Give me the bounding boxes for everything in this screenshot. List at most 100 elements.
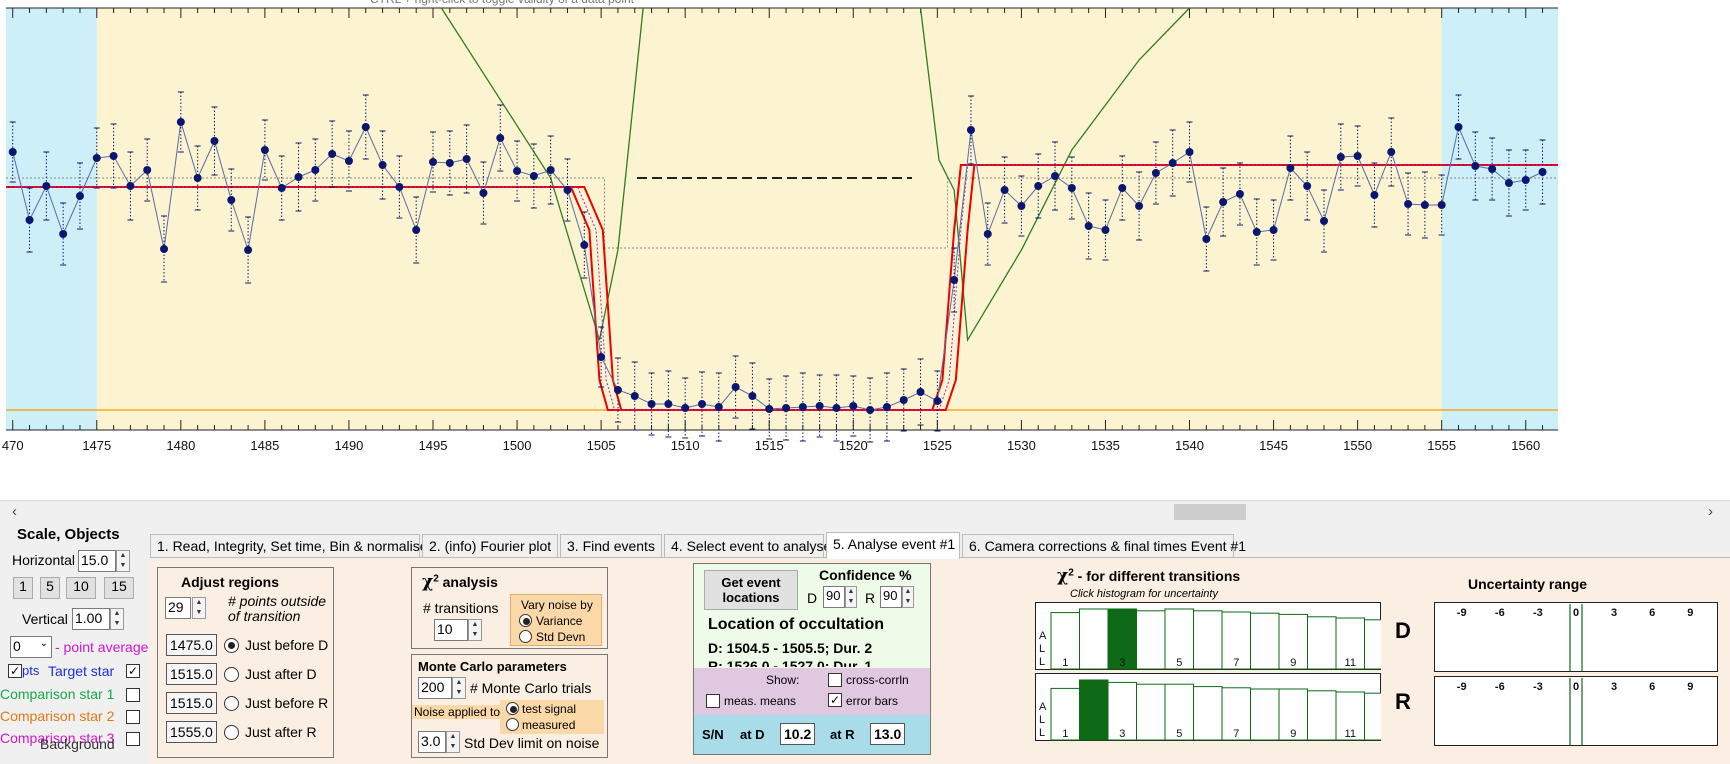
scroll-thumb[interactable] xyxy=(1174,504,1246,520)
tab-read-integrity[interactable]: 1. Read, Integrity, Set time, Bin & norm… xyxy=(150,534,428,558)
histogram-r[interactable]: ALL 1 3 5 7 9 11 xyxy=(1035,673,1381,741)
pts-checkbox[interactable]: ✓ xyxy=(8,664,22,678)
data-point xyxy=(260,146,269,154)
scroll-left-arrow-icon[interactable]: ‹ xyxy=(12,503,17,520)
horizontal-scale-input[interactable]: 15.0 xyxy=(78,550,116,572)
adjust-regions-title: Adjust regions xyxy=(181,574,280,590)
data-point xyxy=(1219,198,1228,206)
histogram-r-x-label: 5 xyxy=(1176,728,1182,740)
error-bars-checkbox[interactable]: ✓ xyxy=(828,693,842,707)
confidence-d-spinner[interactable]: ▲ ▼ xyxy=(845,586,857,608)
tab-find-events[interactable]: 3. Find events xyxy=(560,534,662,558)
uncertainty-title: Uncertainty range xyxy=(1468,576,1588,592)
target-star-checkbox[interactable]: ✓ xyxy=(126,664,140,678)
std-devn-label: Std Devn xyxy=(536,630,586,644)
tab-select-event[interactable]: 4. Select event to analyse xyxy=(664,534,831,558)
tab-strip: 1. Read, Integrity, Set time, Bin & norm… xyxy=(150,532,1730,559)
x-tick-label: 1545 xyxy=(1259,438,1288,453)
uncertainty-r-tick-label: 0 xyxy=(1573,681,1579,693)
data-point xyxy=(697,400,706,408)
vertical-spinner[interactable]: ▲ ▼ xyxy=(110,608,124,630)
data-point xyxy=(731,383,740,391)
data-point xyxy=(42,182,51,190)
just-after-d-radio[interactable] xyxy=(224,667,239,682)
show-label: Show: xyxy=(766,673,800,687)
horizontal-spinner[interactable]: ▲ ▼ xyxy=(116,550,130,572)
tab-fourier-plot[interactable]: 2. (info) Fourier plot xyxy=(422,534,558,558)
light-curve-plot[interactable]: CTRL + right-click to toggle validity of… xyxy=(0,0,1730,500)
test-signal-radio[interactable] xyxy=(506,702,519,715)
histogram-title-text: - for different transitions xyxy=(1073,568,1241,584)
uncertainty-r-frame xyxy=(1434,676,1718,746)
scale-objects-panel: Scale, Objects Horizontal 15.0 ▲ ▼ 1 5 10… xyxy=(0,522,148,764)
confidence-d-label: D xyxy=(807,590,818,606)
stddev-limit-spinner[interactable]: ▲ ▼ xyxy=(446,731,460,753)
monte-carlo-trials-spinner[interactable]: ▲ ▼ xyxy=(452,677,466,699)
scroll-right-arrow-icon[interactable]: › xyxy=(1708,503,1713,520)
data-point xyxy=(882,403,891,411)
data-point xyxy=(1084,222,1093,230)
chi2-analysis-group: χ2 analysis # transitions 10 ▲ ▼ Vary noi… xyxy=(411,567,608,649)
points-outside-spinner[interactable]: ▲ ▼ xyxy=(192,597,206,619)
histogram-d-x-label: 5 xyxy=(1176,657,1182,669)
data-point xyxy=(1202,235,1211,243)
histogram-d-bar xyxy=(1221,611,1251,670)
comparison-star-1-checkbox[interactable] xyxy=(126,688,140,702)
points-outside-input[interactable]: 29 xyxy=(165,597,191,619)
confidence-d-input[interactable]: 90 xyxy=(823,586,845,608)
light-curve-svg[interactable]: CTRL + right-click to toggle validity of… xyxy=(0,0,1730,500)
confidence-r-spinner[interactable]: ▲ ▼ xyxy=(902,586,914,608)
horizontal-scrollbar[interactable]: ‹ › xyxy=(0,500,1730,522)
point-average-select[interactable]: 0 ⌄ xyxy=(10,636,52,658)
get-event-locations-button[interactable]: Get event locations xyxy=(704,570,798,610)
variance-label: Variance xyxy=(536,614,583,628)
stddev-limit-input[interactable]: 3.0 xyxy=(418,731,446,753)
comparison-star-3-checkbox[interactable] xyxy=(126,732,140,746)
measured-radio[interactable] xyxy=(506,718,519,731)
confidence-r-input[interactable]: 90 xyxy=(880,586,902,608)
data-point xyxy=(1101,226,1110,234)
std-devn-radio[interactable] xyxy=(519,630,532,643)
data-point xyxy=(344,157,353,165)
comparison-star-2-checkbox[interactable] xyxy=(126,710,140,724)
data-point xyxy=(412,226,421,234)
zoom-10-button[interactable]: 10 xyxy=(66,577,96,599)
data-point xyxy=(143,166,152,174)
tab-analyse-event[interactable]: 5. Analyse event #1 xyxy=(826,532,960,559)
target-star-label: Target star xyxy=(48,663,115,679)
data-point xyxy=(866,406,875,414)
just-after-r-radio[interactable] xyxy=(224,725,239,740)
stddev-limit-label: Std Dev limit on noise xyxy=(464,735,600,751)
cross-corrln-checkbox[interactable] xyxy=(828,673,842,687)
x-tick-label: 1525 xyxy=(923,438,952,453)
histogram-d-x-label: 9 xyxy=(1290,657,1296,669)
histogram-d-bar xyxy=(1079,608,1109,670)
x-tick-label: 1530 xyxy=(1007,438,1036,453)
zoom-1-button[interactable]: 1 xyxy=(13,577,33,599)
just-before-r-radio[interactable] xyxy=(224,696,239,711)
data-point xyxy=(75,192,84,200)
monte-carlo-trials-input[interactable]: 200 xyxy=(418,677,452,699)
transitions-input[interactable]: 10 xyxy=(434,619,468,641)
x-tick-label: 1560 xyxy=(1511,438,1540,453)
x-tick-label: 1550 xyxy=(1343,438,1372,453)
data-point xyxy=(580,241,589,249)
sn-at-d-value: 10.2 xyxy=(780,723,816,745)
histogram-r-bar xyxy=(1364,692,1381,741)
meas-means-checkbox[interactable] xyxy=(706,694,720,708)
zoom-15-button[interactable]: 15 xyxy=(104,577,134,599)
zoom-5-button[interactable]: 5 xyxy=(40,577,60,599)
uncertainty-d-tick-label: -9 xyxy=(1457,607,1467,619)
data-point xyxy=(294,173,303,181)
variance-radio[interactable] xyxy=(519,614,532,627)
vertical-scale-input[interactable]: 1.00 xyxy=(72,608,110,630)
chevron-down-icon: ⌄ xyxy=(39,638,48,649)
data-point xyxy=(613,386,622,394)
histogram-r-bar xyxy=(1079,679,1109,741)
uncertainty-d-tick-label: -6 xyxy=(1495,607,1505,619)
just-before-d-radio[interactable] xyxy=(224,638,239,653)
histogram-d[interactable]: ALL 1 3 5 7 9 11 xyxy=(1035,602,1381,670)
transitions-spinner[interactable]: ▲ ▼ xyxy=(468,619,482,641)
tab-camera-corrections[interactable]: 6. Camera corrections & final times Even… xyxy=(962,534,1246,558)
vary-noise-box: Vary noise by Variance Std Devn xyxy=(510,594,602,646)
